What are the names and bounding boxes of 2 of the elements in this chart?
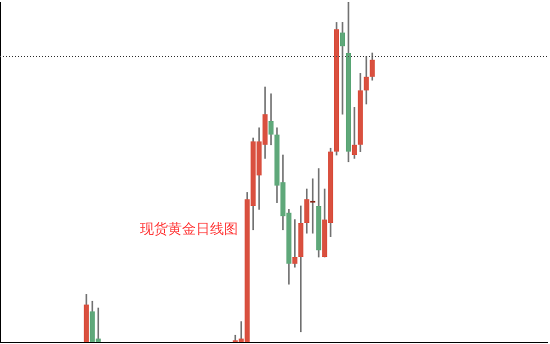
candlestick xyxy=(340,22,346,115)
annotation: 现货黄金日线图 xyxy=(140,222,238,238)
